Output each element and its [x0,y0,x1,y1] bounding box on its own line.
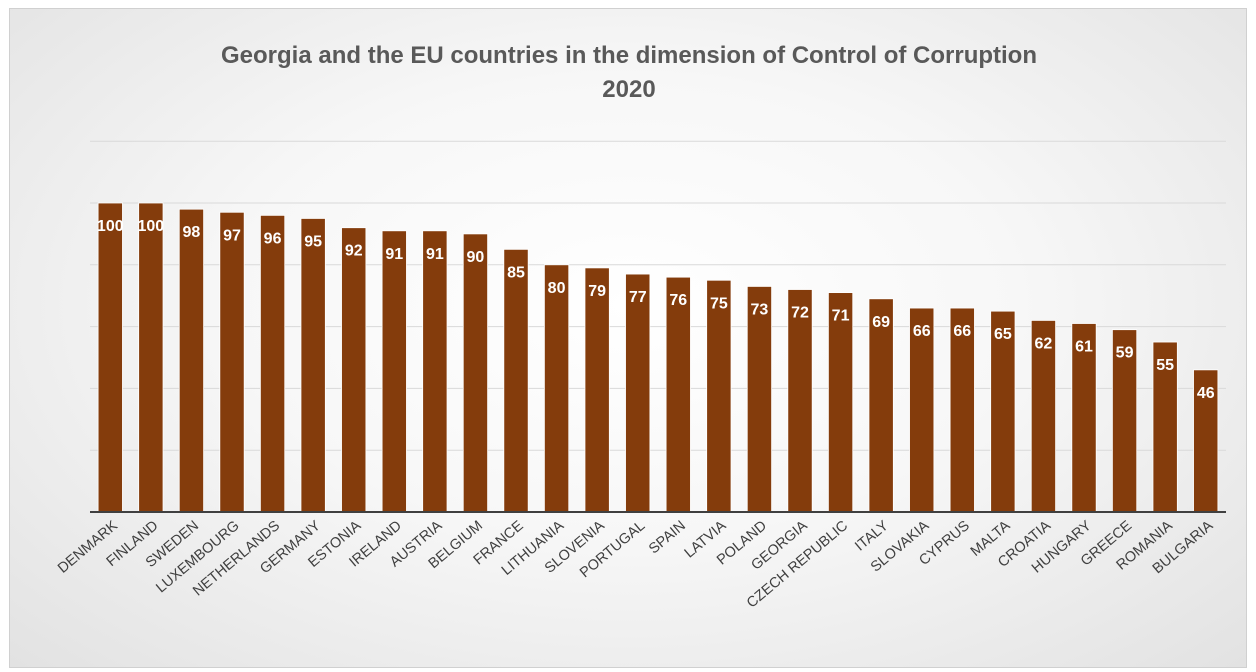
data-label: 92 [345,243,363,260]
data-label: 77 [629,289,647,306]
bar-netherlands [259,214,286,513]
data-label: 72 [791,305,809,322]
data-label: 85 [507,264,525,281]
bar-romania [1152,341,1178,513]
data-label: 65 [994,326,1012,343]
bar-finland [138,202,164,513]
chart-frame: Georgia and the EU countries in the dime… [9,8,1247,668]
bar-france [503,248,529,513]
bar-austria [422,230,448,513]
data-label: 97 [223,227,241,244]
bar-estonia [341,227,367,513]
data-label: 95 [304,233,322,250]
data-label: 62 [1035,335,1053,352]
data-label: 61 [1075,339,1093,356]
data-label: 76 [669,292,687,309]
bar-latvia [706,279,732,513]
data-label: 90 [467,249,485,266]
bar-chart: 100DENMARK100FINLAND98SWEDEN97LUXEMBOURG… [55,140,1226,611]
data-label: 96 [264,230,282,247]
bar-poland [746,286,772,513]
bar-germany [300,218,326,513]
bar-portugal [625,273,651,513]
chart-subtitle: 2020 [602,76,656,103]
data-label: 80 [548,280,566,297]
chart-title-main: Georgia and the EU countries in the dime… [221,42,1037,69]
data-label: 59 [1116,345,1134,362]
data-label: 66 [913,323,931,340]
bar-slovenia [584,267,610,513]
data-label: 71 [832,308,850,325]
data-label: 91 [385,246,403,263]
bar-spain [665,276,691,513]
bar-slovakia [909,307,935,513]
bar-greece [1112,329,1138,513]
bar-ireland [381,230,407,513]
bar-luxembourg [219,211,245,513]
bar-croatia [1030,320,1056,513]
bar-czech-republic [828,292,854,513]
data-label: 73 [751,301,769,318]
bar-hungary [1071,323,1097,513]
bar-cyprus [949,307,975,513]
bar-belgium [462,233,488,513]
data-label: 100 [138,218,165,235]
data-label: 55 [1156,357,1174,374]
data-label: 98 [183,224,201,241]
bar-bulgaria [1193,369,1219,513]
bar-denmark [97,202,123,513]
bar-lithuania [544,264,570,513]
chart-title: Georgia and the EU countries in the dime… [10,39,1248,107]
data-label: 91 [426,246,444,263]
bar-georgia [787,289,813,513]
data-label: 46 [1197,385,1215,402]
bar-sweden [178,208,204,513]
bar-malta [990,310,1016,513]
bar-italy [868,298,894,513]
data-label: 75 [710,295,728,312]
data-label: 69 [872,314,890,331]
data-label: 79 [588,283,606,300]
data-label: 100 [97,218,124,235]
data-label: 66 [953,323,971,340]
